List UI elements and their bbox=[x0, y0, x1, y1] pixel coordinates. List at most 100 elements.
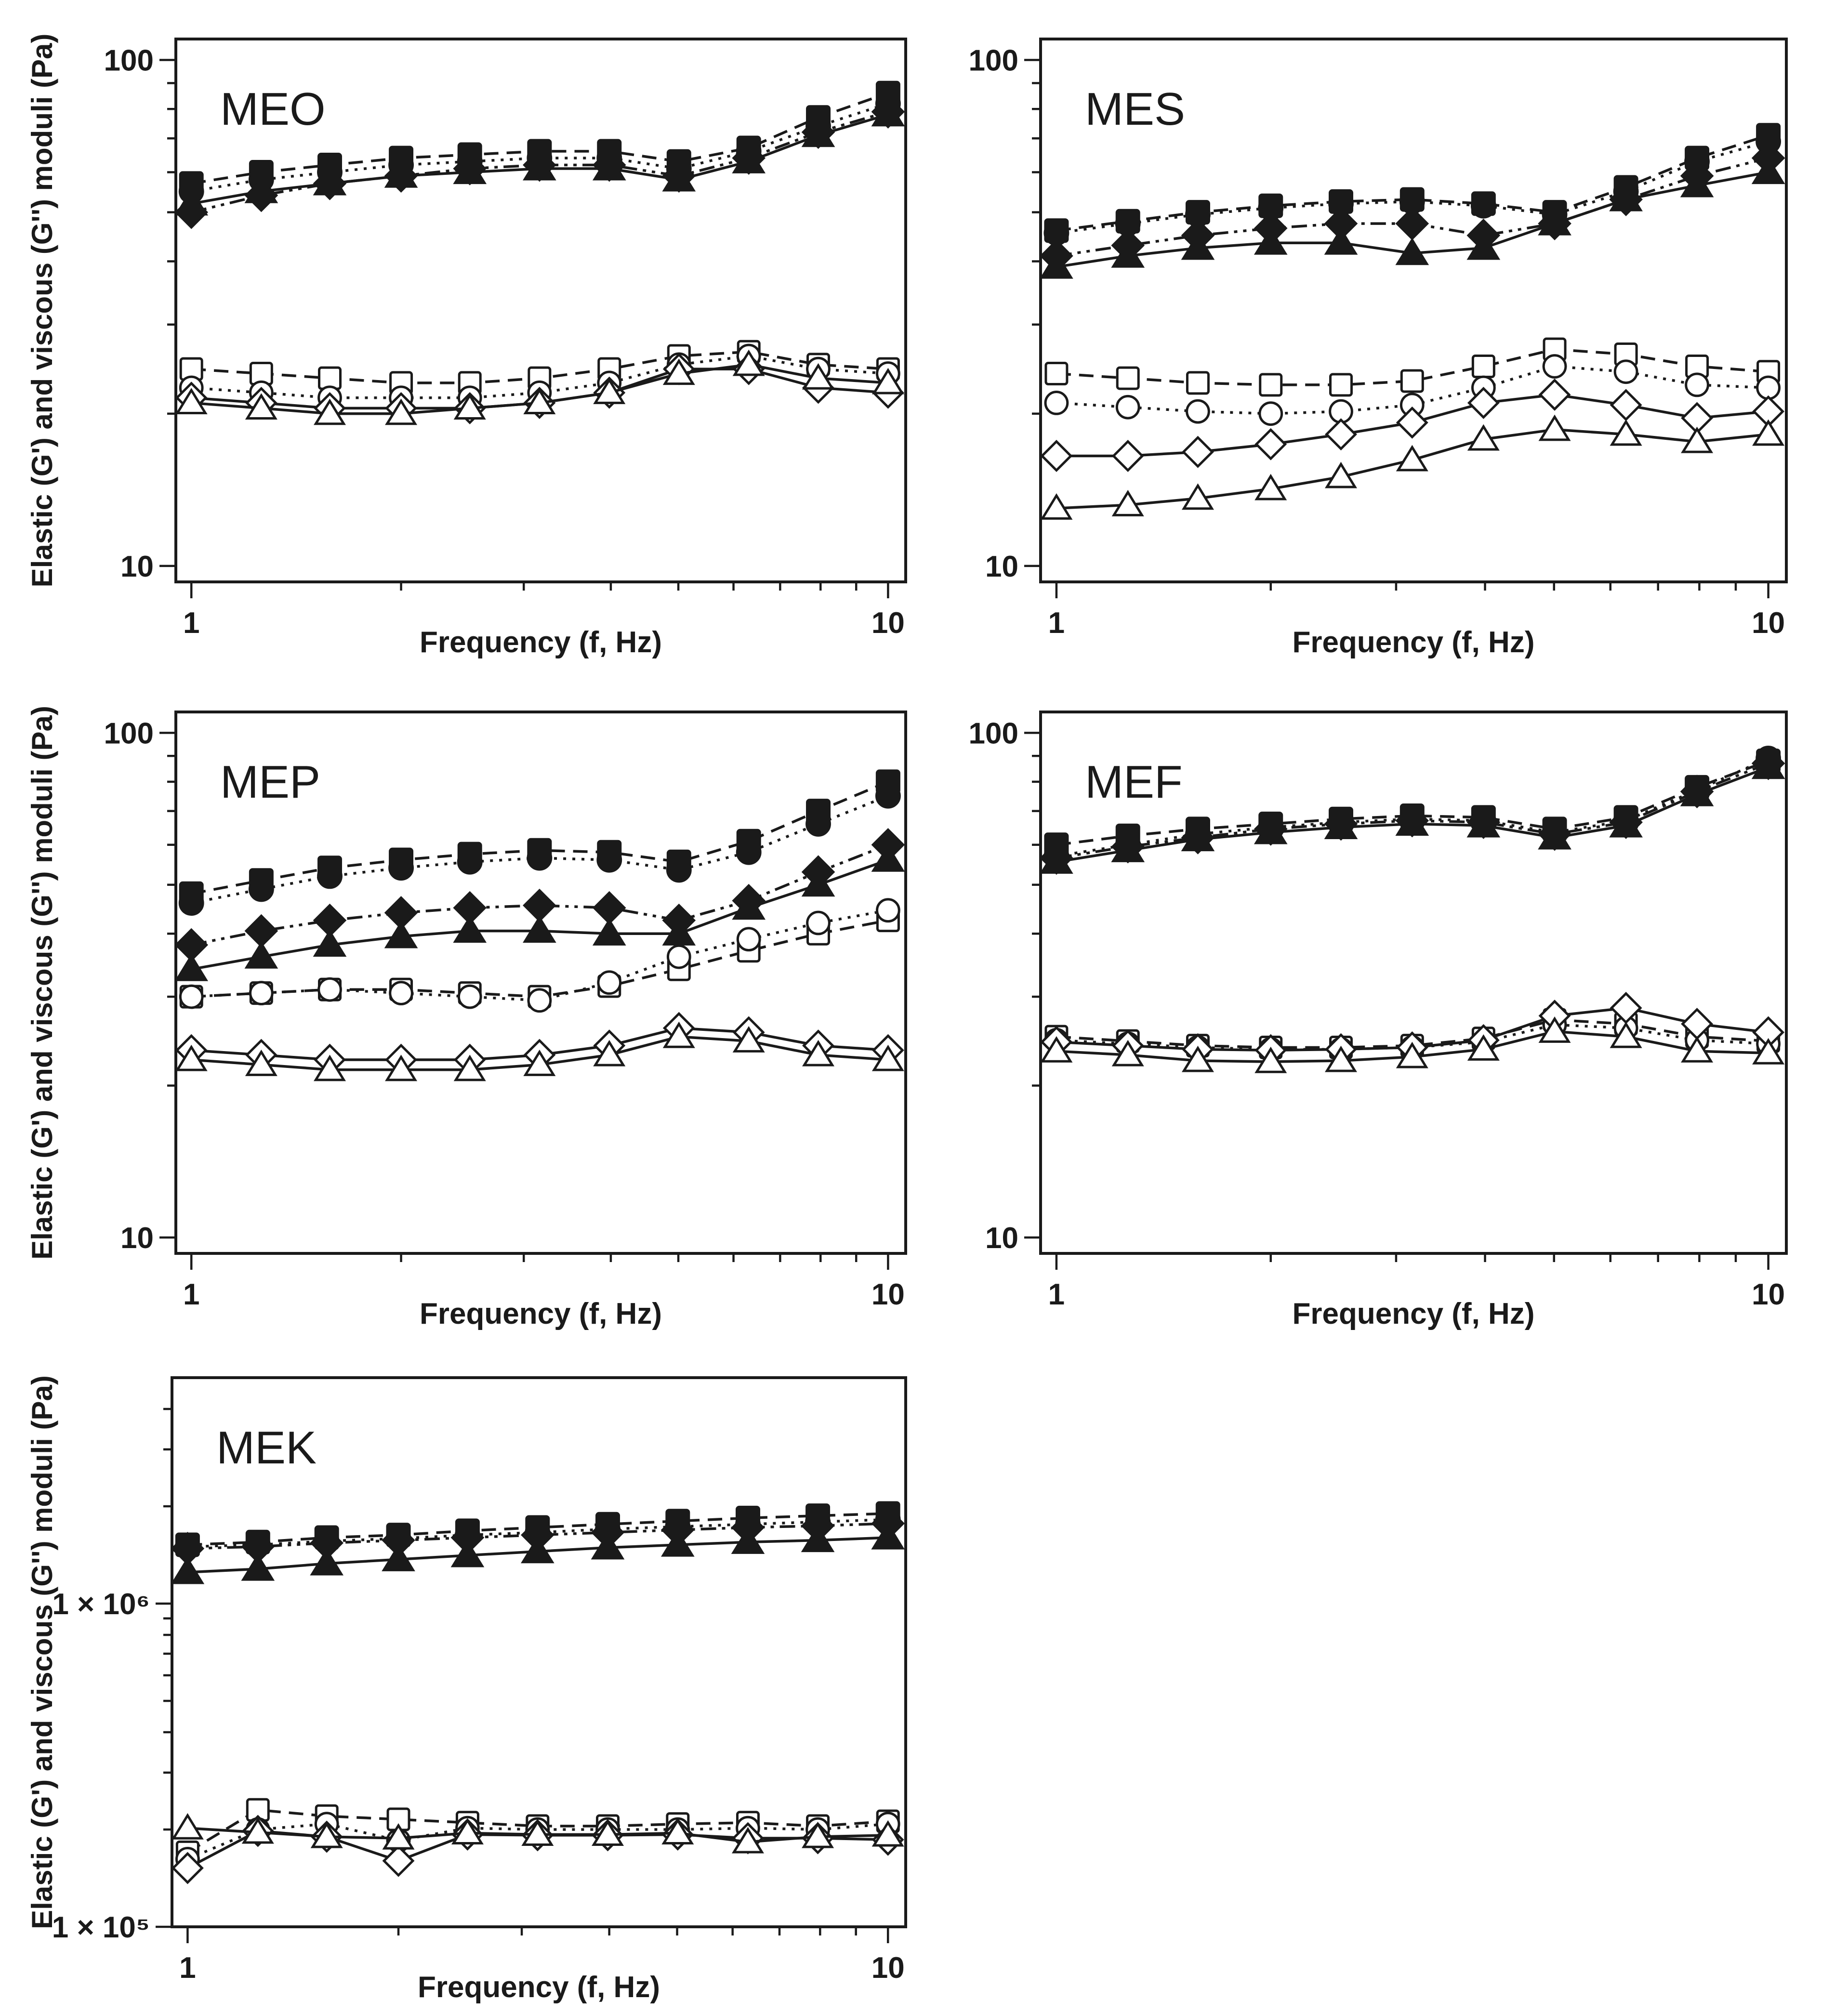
open-triangle-marker-icon bbox=[385, 1054, 418, 1081]
y-tick-label: 100 bbox=[104, 44, 154, 77]
open-diamond-marker-icon bbox=[1467, 386, 1500, 419]
filled-triangle-marker-icon bbox=[1538, 822, 1571, 850]
filled-triangle-marker-icon bbox=[731, 1526, 765, 1554]
open-circle-marker-icon bbox=[1685, 372, 1709, 397]
filled-circle-marker-icon bbox=[875, 783, 901, 809]
x-tick-label: 1 bbox=[183, 606, 199, 640]
y-axis-title: Elastic (G') and viscous (G'') moduli (P… bbox=[26, 34, 58, 588]
open-triangle-marker-icon bbox=[731, 1827, 764, 1854]
open-triangle-marker-icon bbox=[1181, 1045, 1214, 1072]
filled-triangle-marker-icon bbox=[1466, 232, 1501, 260]
open-triangle-marker-icon bbox=[245, 393, 277, 420]
filled-triangle-marker-icon bbox=[662, 918, 696, 946]
filled-triangle-marker-icon bbox=[1680, 170, 1714, 197]
panel-MEF: 1 10 10 100 MEF Frequency (f, Hz) bbox=[969, 711, 1788, 1330]
filled-circle-marker-icon bbox=[248, 876, 274, 902]
filled-triangle-marker-icon bbox=[313, 168, 347, 196]
filled-triangle-marker-icon bbox=[453, 157, 487, 184]
filled-triangle-marker-icon bbox=[1466, 810, 1501, 838]
open-triangle-marker-icon bbox=[1111, 490, 1144, 516]
axis-ticks bbox=[156, 1408, 889, 1943]
plot-border bbox=[174, 711, 907, 1255]
filled-circle-marker-icon bbox=[805, 811, 831, 837]
open-square-marker-icon bbox=[1471, 355, 1495, 379]
filled-circle-marker-icon bbox=[736, 839, 762, 865]
series-line bbox=[1056, 759, 1769, 846]
filled-triangle-marker-icon bbox=[801, 119, 835, 147]
filled-triangle-marker-icon bbox=[1254, 816, 1288, 844]
filled-triangle-marker-icon bbox=[382, 1543, 415, 1571]
plot-border bbox=[171, 1376, 907, 1928]
open-circle-marker-icon bbox=[736, 927, 761, 952]
series-filled-triangle bbox=[1040, 751, 1785, 874]
open-triangle-marker-icon bbox=[802, 1040, 835, 1066]
x-tick-label: 1 bbox=[183, 1278, 199, 1311]
open-triangle-marker-icon bbox=[1467, 1034, 1500, 1061]
panel-title: MEF bbox=[1085, 756, 1183, 808]
filled-triangle-marker-icon bbox=[661, 1529, 695, 1557]
open-triangle-marker-icon bbox=[1325, 461, 1358, 488]
filled-triangle-marker-icon bbox=[450, 1540, 485, 1567]
open-triangle-marker-icon bbox=[1538, 1016, 1571, 1043]
panel-MEP: 1 10 10 100 MEP Frequency (f, Hz) Elastic (G')… bbox=[26, 706, 907, 1330]
panel-MES: 1 10 10 100 MES Frequency (f, Hz) bbox=[969, 38, 1788, 659]
filled-triangle-marker-icon bbox=[1111, 834, 1145, 862]
filled-circle-marker-icon bbox=[666, 857, 692, 883]
x-tick-label: 1 bbox=[179, 1951, 196, 1985]
panel-title: MEK bbox=[216, 1422, 317, 1474]
x-tick-label: 1 bbox=[1048, 1278, 1065, 1311]
x-tick-label: 10 bbox=[871, 1951, 905, 1985]
open-triangle-marker-icon bbox=[1040, 493, 1073, 520]
filled-circle-marker-icon bbox=[596, 847, 622, 873]
open-triangle-marker-icon bbox=[1181, 483, 1214, 510]
open-triangle-marker-icon bbox=[871, 1044, 904, 1071]
open-triangle-marker-icon bbox=[521, 1819, 554, 1846]
open-triangle-marker-icon bbox=[523, 388, 556, 415]
filled-triangle-marker-icon bbox=[662, 164, 696, 192]
open-triangle-marker-icon bbox=[314, 398, 346, 425]
y-tick-label: 1 × 10⁵ bbox=[52, 1911, 150, 1944]
y-axis-title: Elastic (G') and viscous (G'') moduli (P… bbox=[26, 1375, 58, 1929]
open-triangle-marker-icon bbox=[1538, 414, 1571, 441]
filled-triangle-marker-icon bbox=[1040, 251, 1073, 279]
open-triangle-marker-icon bbox=[1467, 424, 1500, 451]
x-axis-title: Frequency (f, Hz) bbox=[1293, 1297, 1535, 1330]
open-triangle-marker-icon bbox=[314, 1054, 346, 1081]
x-tick-label: 10 bbox=[871, 1278, 905, 1311]
open-square-marker-icon bbox=[1186, 371, 1210, 395]
open-diamond-marker-icon bbox=[1396, 406, 1428, 439]
filled-triangle-marker-icon bbox=[1181, 824, 1215, 852]
open-triangle-marker-icon bbox=[593, 1040, 626, 1066]
y-tick-label: 1 × 10⁶ bbox=[52, 1588, 150, 1621]
series-open-triangle bbox=[1040, 414, 1785, 520]
filled-triangle-marker-icon bbox=[1111, 240, 1145, 268]
series-open-triangle bbox=[171, 1813, 904, 1854]
y-tick-label: 100 bbox=[969, 44, 1018, 77]
filled-triangle-marker-icon bbox=[871, 1522, 905, 1550]
filled-triangle-marker-icon bbox=[1324, 227, 1358, 255]
filled-triangle-marker-icon bbox=[1324, 811, 1358, 839]
open-circle-marker-icon bbox=[806, 910, 831, 935]
filled-triangle-marker-icon bbox=[871, 99, 905, 127]
filled-triangle-marker-icon bbox=[801, 1525, 835, 1553]
filled-triangle-marker-icon bbox=[523, 153, 556, 181]
filled-triangle-marker-icon bbox=[732, 892, 766, 920]
series-open-triangle bbox=[1040, 1016, 1785, 1073]
series-line bbox=[1056, 1018, 1769, 1049]
open-triangle-marker-icon bbox=[1254, 474, 1287, 500]
open-triangle-marker-icon bbox=[662, 1021, 695, 1048]
filled-triangle-marker-icon bbox=[1040, 846, 1073, 874]
open-triangle-marker-icon bbox=[1681, 1036, 1714, 1063]
filled-triangle-marker-icon bbox=[1395, 808, 1429, 836]
filled-triangle-marker-icon bbox=[174, 188, 209, 216]
x-axis-title: Frequency (f, Hz) bbox=[420, 626, 662, 659]
open-triangle-marker-icon bbox=[802, 1821, 834, 1848]
filled-triangle-marker-icon bbox=[313, 929, 347, 957]
filled-triangle-marker-icon bbox=[521, 1536, 554, 1564]
x-axis-title: Frequency (f, Hz) bbox=[418, 1971, 660, 2004]
open-diamond-marker-icon bbox=[1325, 418, 1357, 451]
open-triangle-marker-icon bbox=[382, 1823, 415, 1850]
open-triangle-marker-icon bbox=[1752, 419, 1785, 446]
